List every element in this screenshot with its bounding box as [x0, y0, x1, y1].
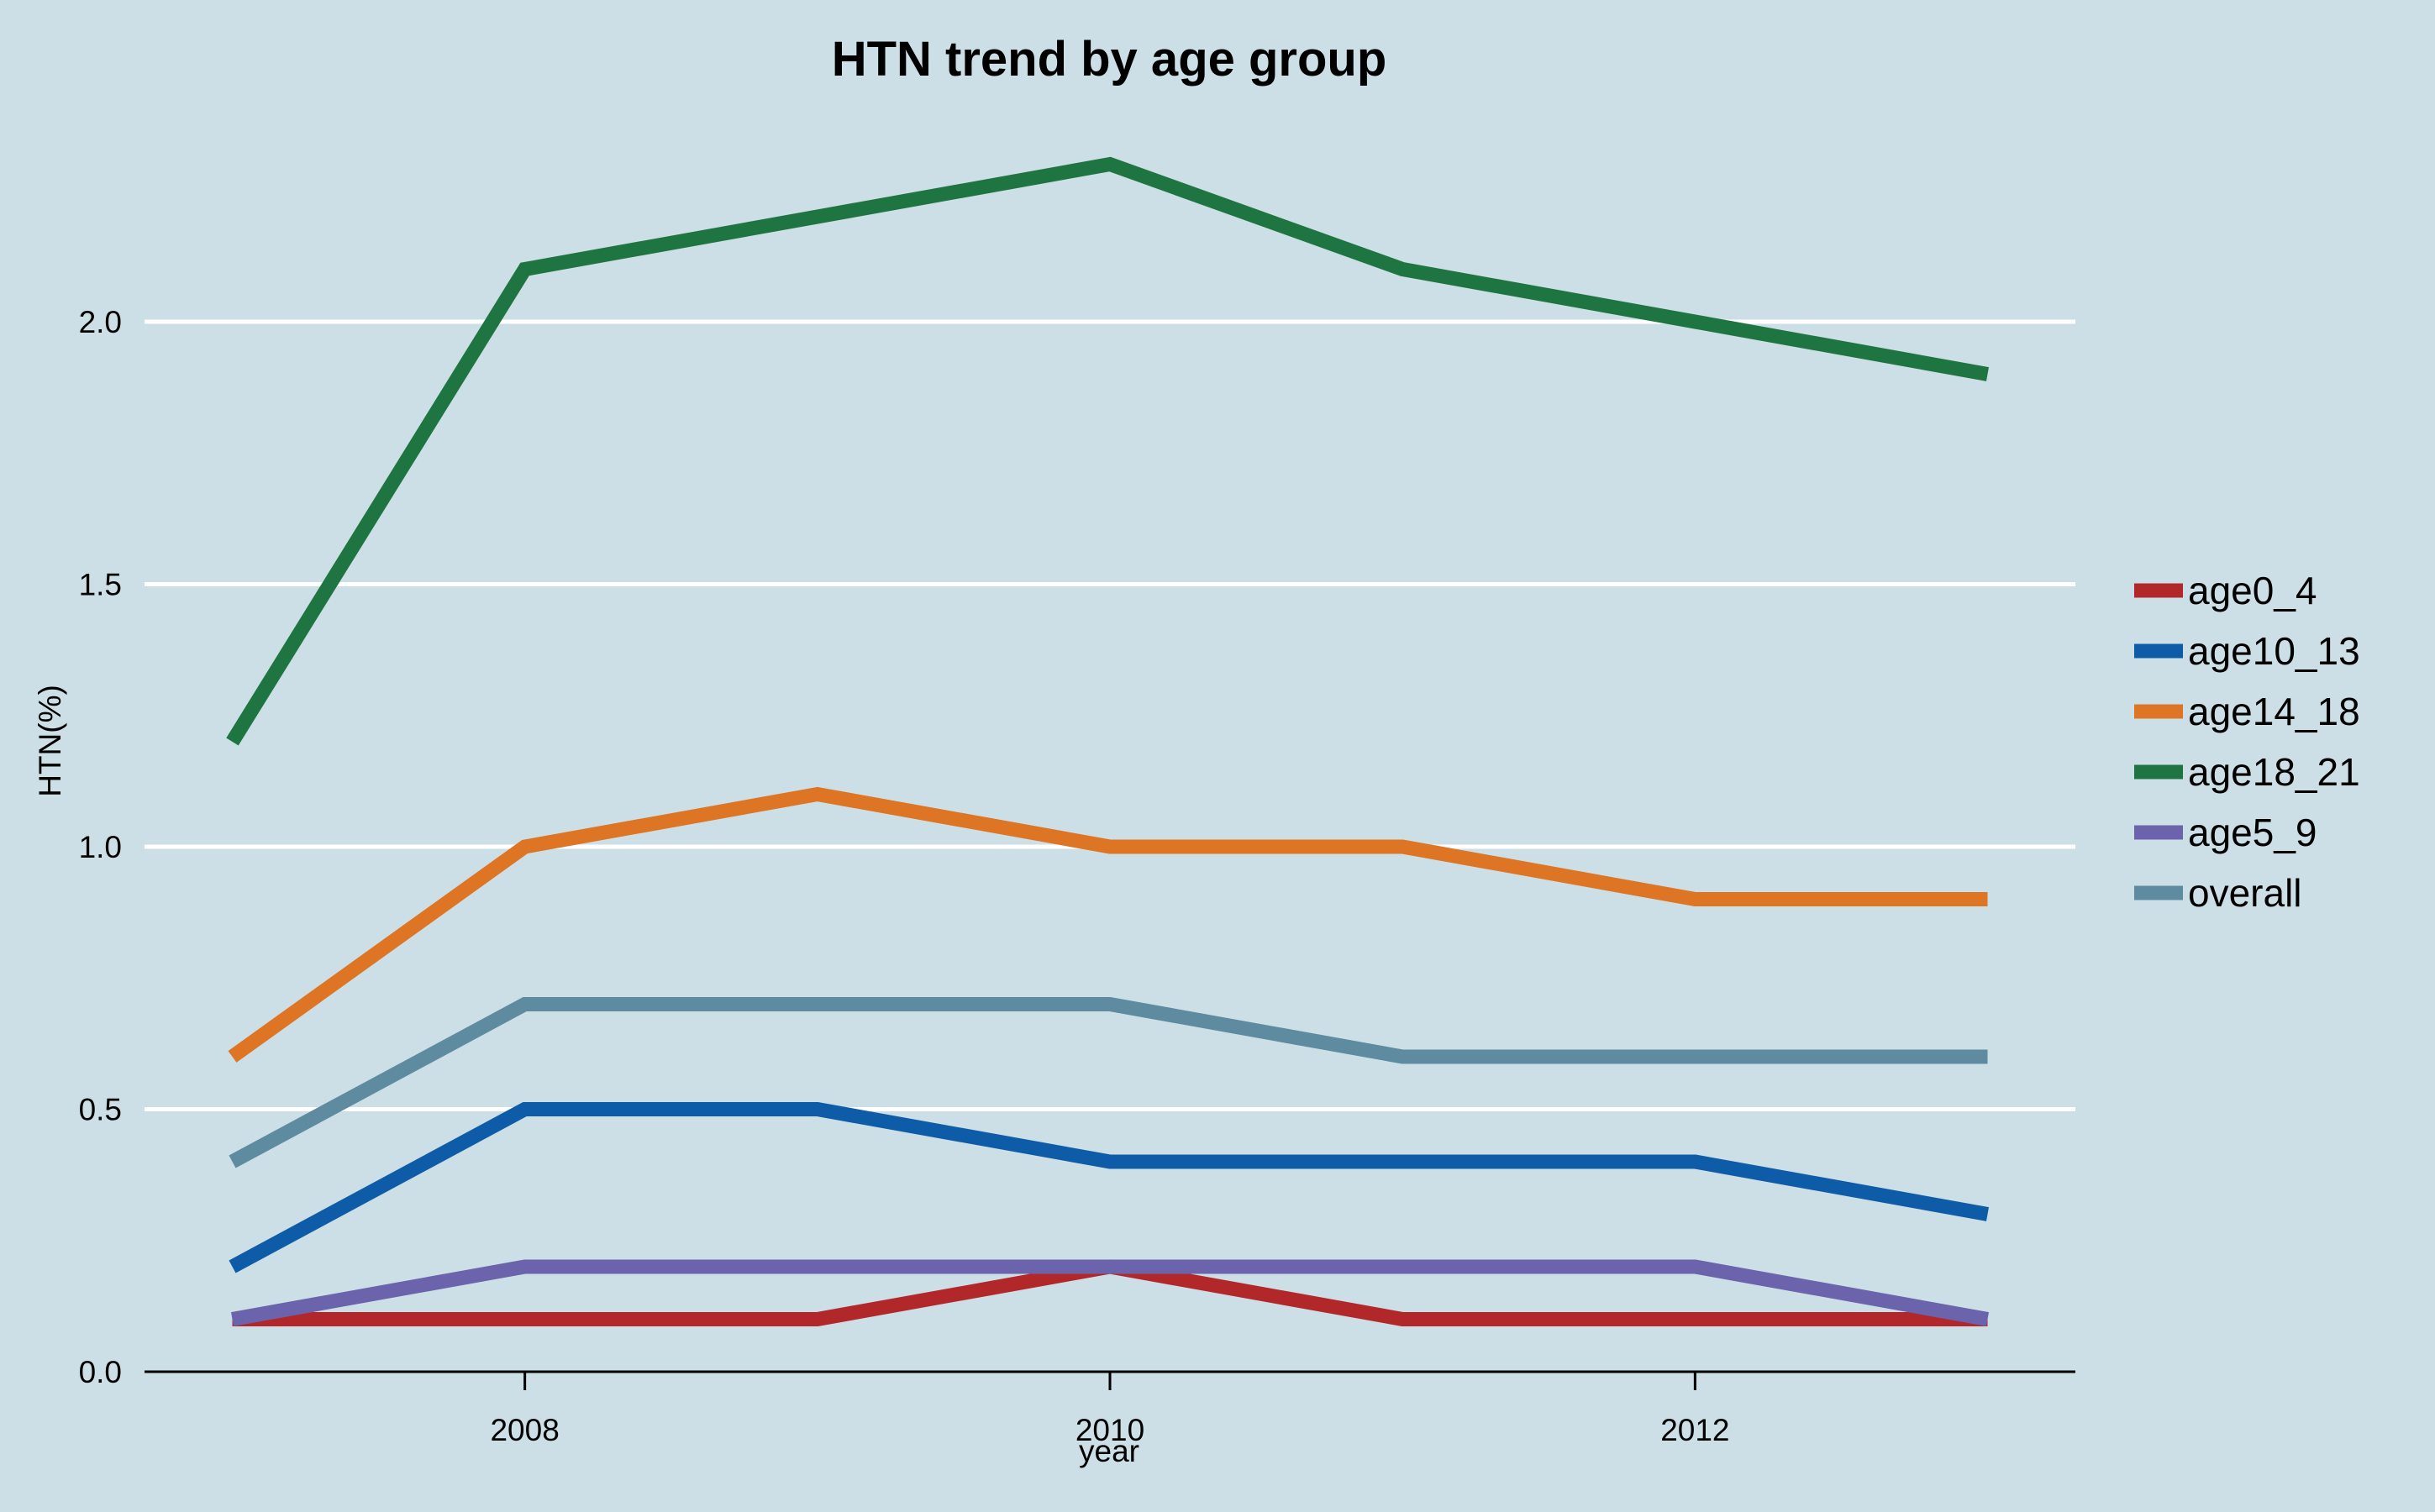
x-axis-label: year [1079, 1434, 1139, 1468]
chart-title: HTN trend by age group [832, 32, 1387, 87]
y-axis-label: HTN(%) [33, 685, 67, 797]
series-line-age18-21 [226, 156, 1990, 746]
x-tick-label: 2012 [1660, 1413, 1729, 1447]
x-tick-label: 2010 [1076, 1413, 1144, 1447]
series-line-age10-13 [229, 1102, 1990, 1273]
legend-label: age10_13 [2188, 629, 2360, 673]
series-line-overall [229, 997, 1988, 1168]
series-lines [226, 156, 1990, 1326]
series-line-age14-18 [228, 786, 1988, 1063]
y-tick-label: 1.5 [79, 568, 122, 602]
series-line-age5-9 [230, 1259, 1990, 1326]
y-tick-label: 0.0 [79, 1355, 122, 1389]
legend-label: overall [2188, 871, 2302, 915]
axes: 0.0 0.5 1.0 1.5 2.0 2008 2010 2012 [79, 305, 2075, 1447]
y-tick-label: 0.5 [79, 1093, 122, 1127]
legend-label: age0_4 [2188, 569, 2317, 612]
x-tick-label: 2008 [490, 1413, 559, 1447]
legend: age0_4 age10_13 age14_18 age18_21 age5_9over… [2134, 569, 2360, 915]
y-tick-label: 1.0 [79, 830, 122, 864]
y-tick-label: 2.0 [79, 305, 122, 339]
legend-label: age14_18 [2188, 690, 2360, 733]
legend-label: age5_9 [2188, 811, 2317, 854]
legend-label: age18_21 [2188, 750, 2360, 794]
